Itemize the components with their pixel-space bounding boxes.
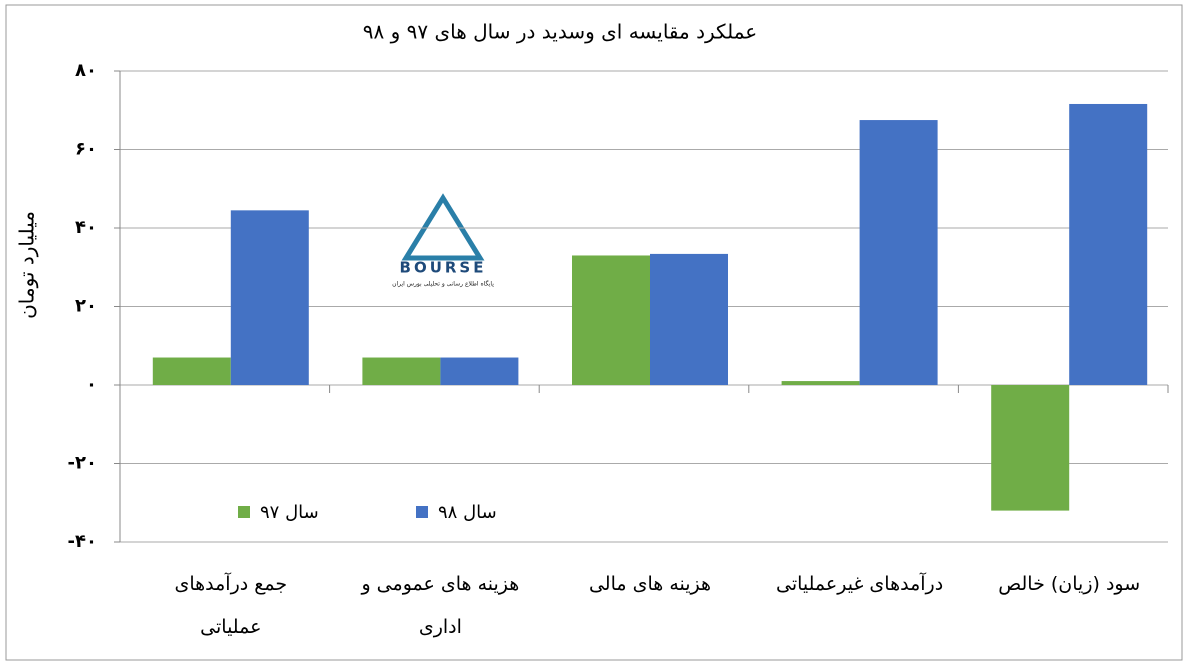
legend-label: سال ۹۸ <box>438 502 497 523</box>
legend-swatch <box>416 506 428 518</box>
y-tick-label: ۸۰ <box>75 60 97 81</box>
bar <box>440 357 519 385</box>
x-tick-label: درآمدهای غیرعملیاتی <box>775 573 944 595</box>
bar <box>1069 103 1148 385</box>
bar <box>572 255 650 385</box>
watermark: BOURSE پایگاه اطلاع رسانی و تحلیلی بورس … <box>392 193 494 288</box>
bar <box>859 120 938 385</box>
x-tick-label: جمع درآمدهای عملیاتی <box>174 573 288 638</box>
bar <box>362 357 441 385</box>
legend-label: سال ۹۷ <box>260 502 319 523</box>
y-tick-label: -۴۰ <box>68 531 97 552</box>
chart-border <box>5 4 1183 661</box>
bar <box>230 210 309 385</box>
y-tick-label: ۴۰ <box>75 217 97 238</box>
y-tick-label: -۲۰ <box>68 453 97 474</box>
x-tick-label: هزینه های مالی <box>588 573 712 595</box>
bar <box>781 381 860 385</box>
y-tick-label: ۰ <box>86 374 97 395</box>
logo-text: BOURSE <box>400 259 487 277</box>
chart-title: عملکرد مقایسه ای وسدید در سال های ۹۷ و ۹… <box>363 20 757 44</box>
y-axis-label: میلیارد تومان <box>15 211 39 319</box>
x-tick-label: هزینه های عمومی و اداری <box>361 573 520 638</box>
y-tick-label: ۲۰ <box>75 296 97 317</box>
logo-subtitle: پایگاه اطلاع رسانی و تحلیلی بورس ایران <box>392 280 494 288</box>
bar <box>991 385 1070 511</box>
bar <box>152 357 231 385</box>
x-tick-label: سود (زیان) خالص <box>998 573 1141 595</box>
y-tick-label: ۶۰ <box>75 139 97 160</box>
legend-swatch <box>238 506 250 518</box>
bar <box>650 253 728 385</box>
